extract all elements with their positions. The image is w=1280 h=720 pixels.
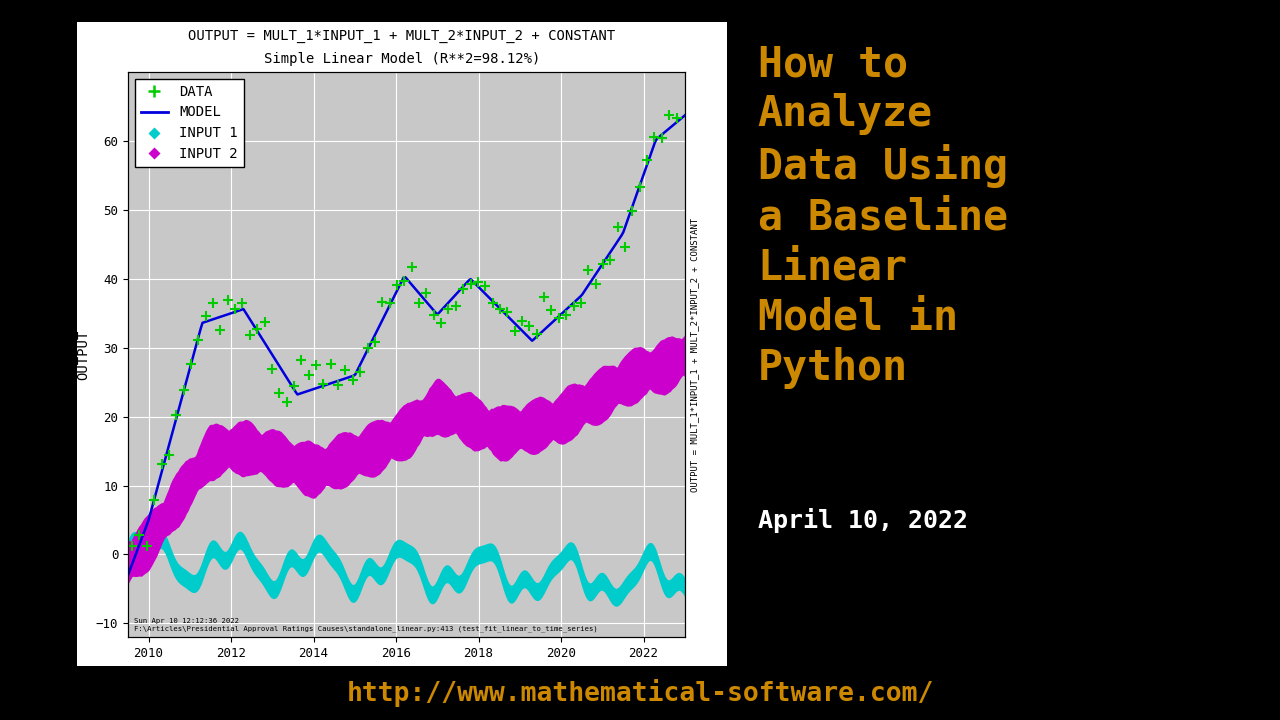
Text: OUTPUT = MULT_1*INPUT_1 + MULT_2*INPUT_2 + CONSTANT: OUTPUT = MULT_1*INPUT_1 + MULT_2*INPUT_2… [188,29,616,42]
Text: Sun Apr 10 12:12:36 2022
F:\Articles\Presidential Approval Ratings Causes\standa: Sun Apr 10 12:12:36 2022 F:\Articles\Pre… [133,618,598,631]
X-axis label: YEAR FRACTION: YEAR FRACTION [352,665,461,680]
Y-axis label: OUTPUT = MULT_1*INPUT_1 + MULT_2*INPUT_2 + CONSTANT: OUTPUT = MULT_1*INPUT_1 + MULT_2*INPUT_2… [690,217,699,492]
Text: http://www.mathematical-software.com/: http://www.mathematical-software.com/ [347,679,933,706]
Text: How to
Analyze
Data Using
a Baseline
Linear
Model in
Python: How to Analyze Data Using a Baseline Lin… [758,43,1007,390]
Text: April 10, 2022: April 10, 2022 [758,508,968,533]
Legend: DATA, MODEL, INPUT 1, INPUT 2: DATA, MODEL, INPUT 1, INPUT 2 [134,79,243,167]
Y-axis label: OUTPUT: OUTPUT [77,330,90,379]
Text: Simple Linear Model (R**2=98.12%): Simple Linear Model (R**2=98.12%) [264,52,540,66]
